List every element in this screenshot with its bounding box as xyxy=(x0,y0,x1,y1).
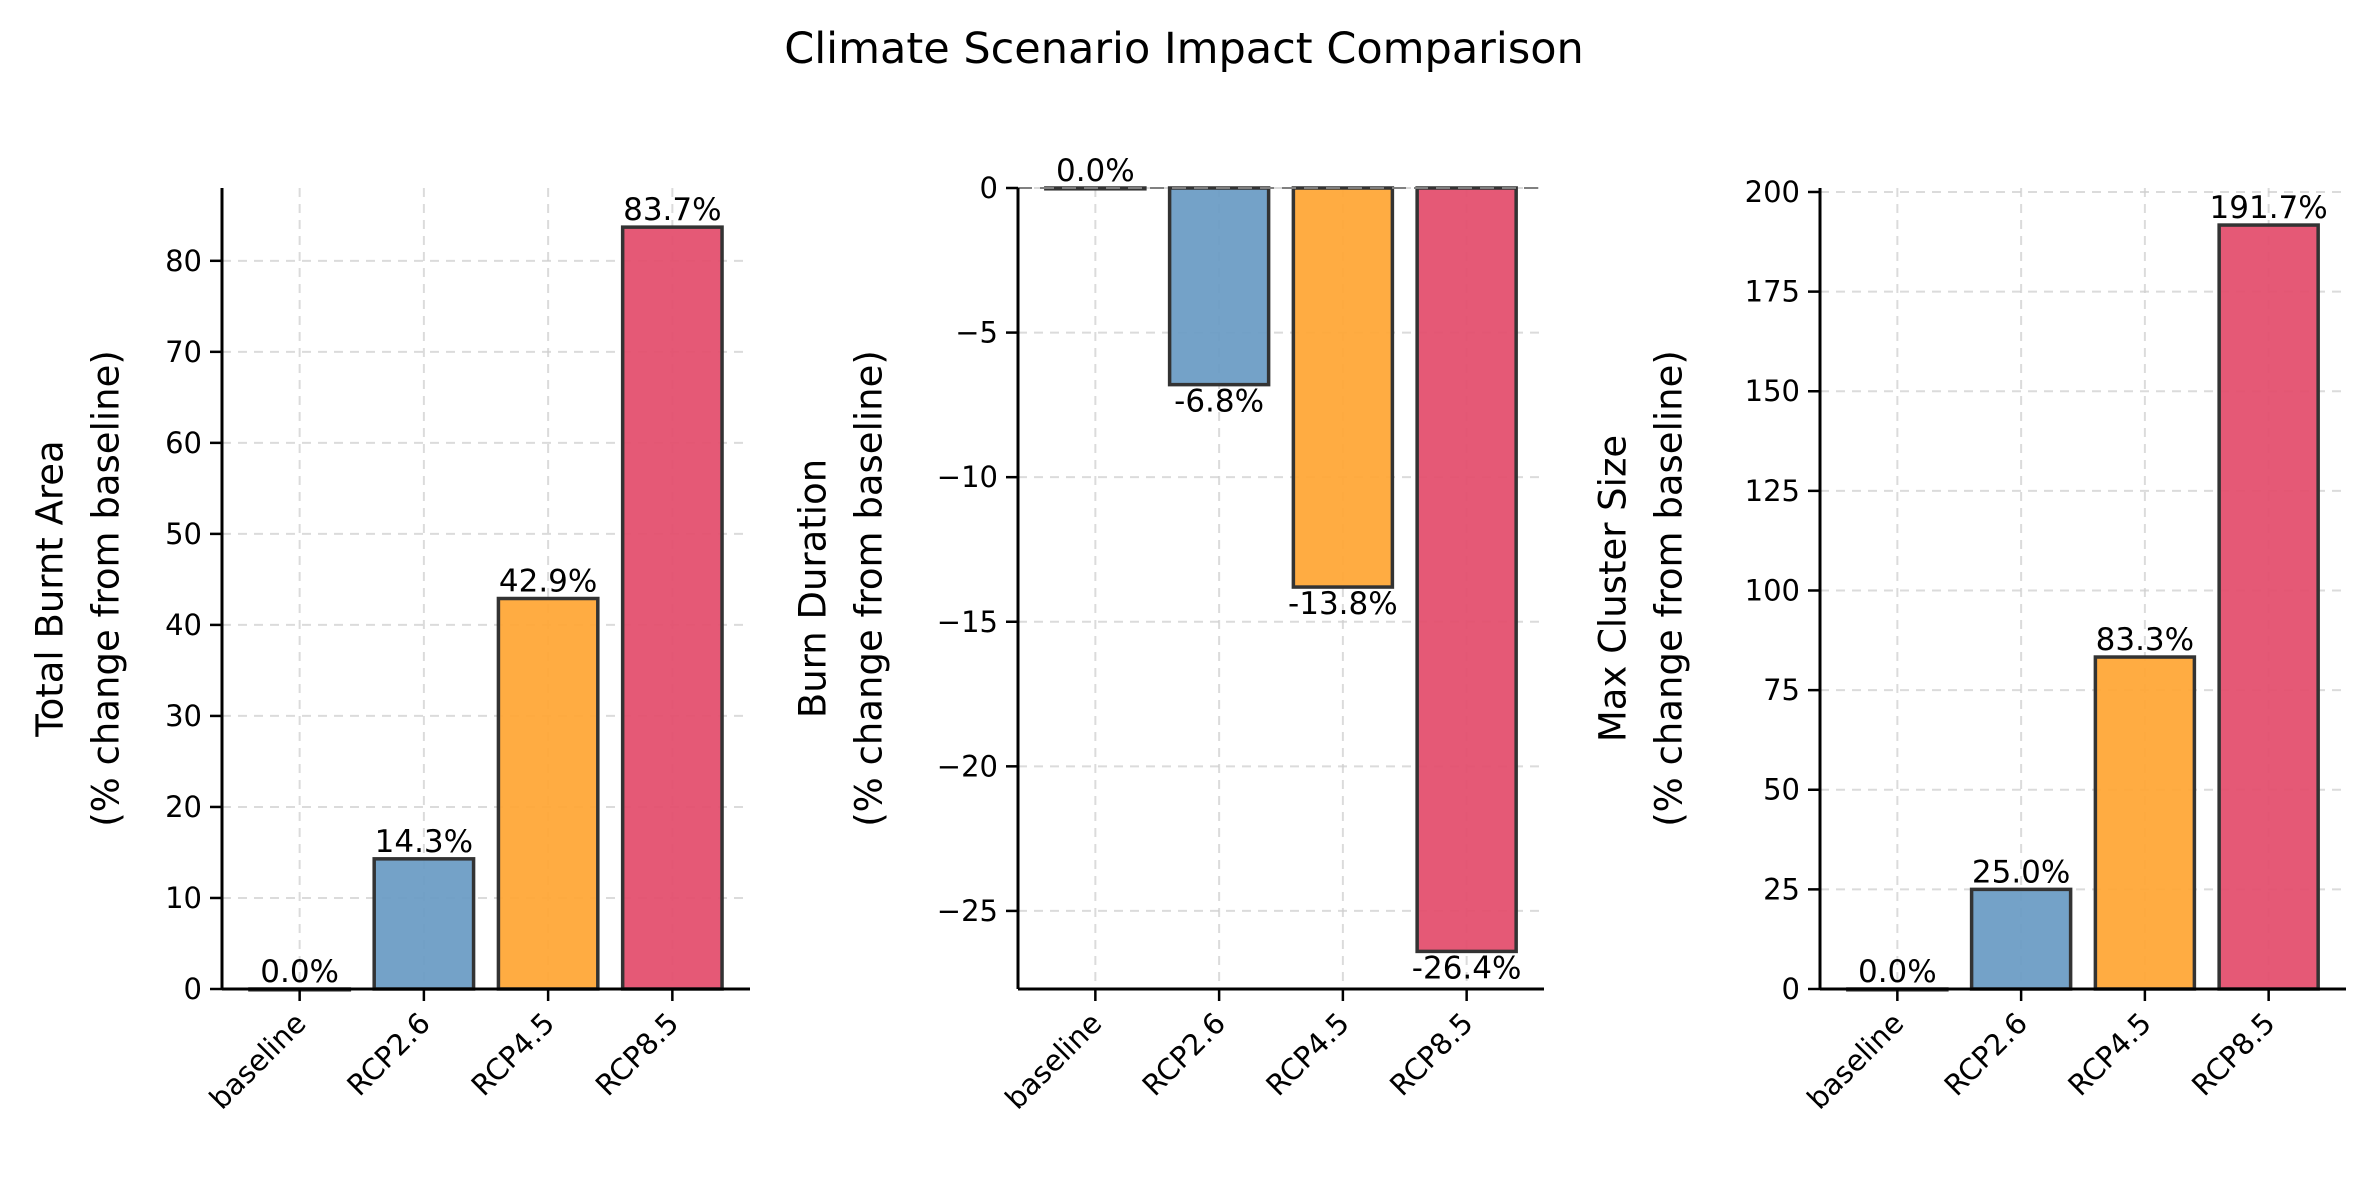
chart-panel-2: 0.0% -6.8% -13.8% -26.4% 0 −5 −10 −15 −20 −25 base… xyxy=(792,153,1544,1116)
x-tick-label-rcp85: RCP8.5 xyxy=(1383,1006,1480,1103)
y-tick-label: −15 xyxy=(937,605,998,639)
y-tick-label: 150 xyxy=(1745,374,1800,408)
x-tick-label-rcp26: RCP2.6 xyxy=(1938,1006,2035,1103)
y-axis-title-line-1: Total Burnt Area xyxy=(29,440,72,737)
y-tick-label: 40 xyxy=(165,608,202,642)
data-label: 25.0% xyxy=(1972,854,2070,890)
y-tick-label: −10 xyxy=(937,460,998,494)
y-tick-label: 20 xyxy=(165,790,202,824)
data-label: -26.4% xyxy=(1412,950,1522,986)
bar-rcp45 xyxy=(2093,655,2197,991)
x-tick-label-baseline: baseline xyxy=(203,1006,313,1116)
x-tick-label-baseline: baseline xyxy=(998,1006,1108,1116)
data-label: 191.7% xyxy=(2210,190,2328,226)
y-tick-label: 30 xyxy=(165,699,202,733)
y-tick-label: 0 xyxy=(1782,972,1800,1006)
bar-rcp45 xyxy=(1291,186,1395,589)
y-axis-title-line-2: (% change from baseline) xyxy=(1648,350,1691,827)
y-tick-label: −5 xyxy=(955,316,998,350)
x-tick-label-rcp45: RCP4.5 xyxy=(2061,1006,2158,1103)
x-tick-label-rcp45: RCP4.5 xyxy=(1259,1006,1356,1103)
y-axis-title-line-1: Burn Duration xyxy=(792,459,835,718)
chart-panel-1: 0.0% 14.3% 42.9% 83.7% 0 10 20 30 40 50 60 70 80 base… xyxy=(29,188,750,1116)
data-label: 0.0% xyxy=(1056,153,1135,189)
y-tick-label: −25 xyxy=(937,894,998,928)
bar-rcp26 xyxy=(372,857,476,991)
y-axis-title-line-1: Max Cluster Size xyxy=(1592,435,1635,742)
bar-rcp26 xyxy=(1167,186,1271,387)
x-tick-label-rcp85: RCP8.5 xyxy=(589,1006,686,1103)
data-label: 42.9% xyxy=(499,564,597,600)
bar-rcp26 xyxy=(1969,887,2073,991)
y-tick-label: 70 xyxy=(165,335,202,369)
y-axis-title-line-2: (% change from baseline) xyxy=(848,350,891,827)
x-tick-label-rcp26: RCP2.6 xyxy=(340,1006,437,1103)
bar-rcp45 xyxy=(496,596,600,991)
x-tick-label-rcp85: RCP8.5 xyxy=(2185,1006,2282,1103)
data-label: -6.8% xyxy=(1174,384,1264,420)
y-tick-label: 175 xyxy=(1745,275,1800,309)
x-tick-label-rcp26: RCP2.6 xyxy=(1136,1006,1233,1103)
bar-rcp85 xyxy=(620,225,724,991)
bar-rcp85 xyxy=(1415,186,1518,954)
y-tick-label: 75 xyxy=(1763,673,1800,707)
y-tick-label: 50 xyxy=(165,517,202,551)
y-tick-label: 80 xyxy=(165,244,202,278)
y-tick-label: 125 xyxy=(1745,474,1800,508)
data-label: 83.7% xyxy=(623,192,721,228)
y-tick-label: 60 xyxy=(165,426,202,460)
y-tick-label: 100 xyxy=(1745,573,1800,607)
y-tick-label: 200 xyxy=(1745,175,1800,209)
y-tick-label: 0 xyxy=(980,171,998,205)
y-tick-label: 25 xyxy=(1763,872,1800,906)
y-tick-label: 10 xyxy=(165,881,202,915)
figure-title: Climate Scenario Impact Comparison xyxy=(784,24,1584,74)
y-axis-title-line-2: (% change from baseline) xyxy=(85,350,128,827)
chart-panels: 0.0% 14.3% 42.9% 83.7% 0 10 20 30 40 50 60 70 80 base… xyxy=(29,153,2346,1116)
x-tick-label-rcp45: RCP4.5 xyxy=(465,1006,562,1103)
y-tick-label: 0 xyxy=(184,972,202,1006)
y-tick-label: −20 xyxy=(937,749,998,783)
chart-panel-3: 0.0% 25.0% 83.3% 191.7% 0 25 50 75 100 125 150 175 2… xyxy=(1592,175,2346,1116)
y-tick-label: 50 xyxy=(1763,773,1800,807)
data-label: 14.3% xyxy=(375,824,473,860)
data-label: 83.3% xyxy=(2096,622,2194,658)
data-label: 0.0% xyxy=(1858,954,1937,990)
bar-rcp85 xyxy=(2217,223,2320,991)
data-label: -13.8% xyxy=(1288,586,1398,622)
x-tick-label-baseline: baseline xyxy=(1800,1006,1910,1116)
data-label: 0.0% xyxy=(260,954,339,990)
